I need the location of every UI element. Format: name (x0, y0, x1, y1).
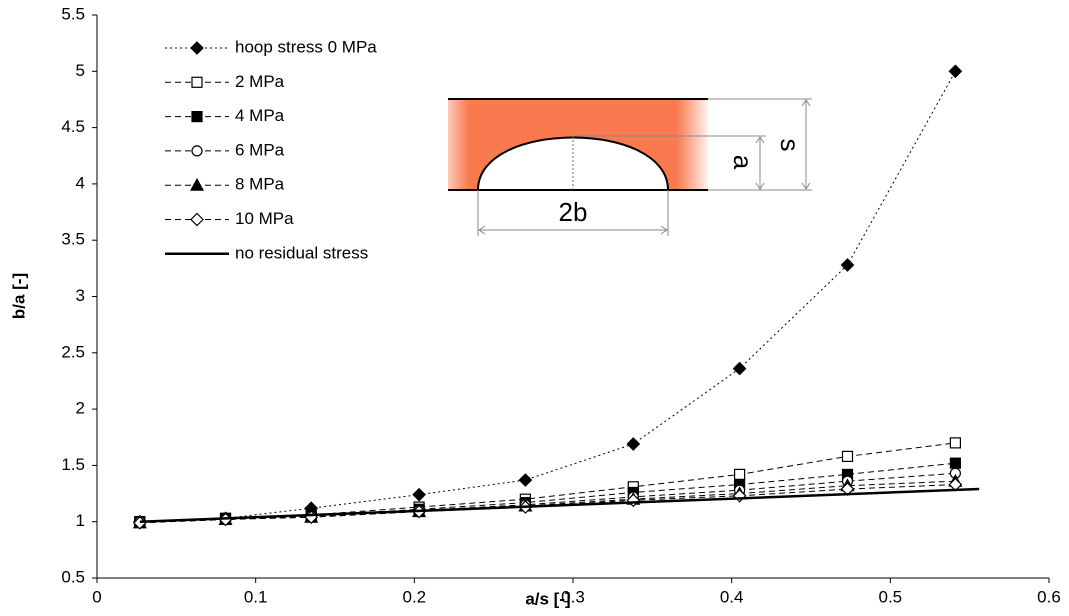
marker (949, 457, 961, 469)
y-tick-label: 3 (76, 286, 85, 305)
legend-marker (191, 76, 203, 88)
y-axis-title: b/a [-] (9, 273, 28, 319)
inset-label: s (775, 139, 805, 152)
legend-marker (190, 212, 204, 227)
inset-label: 2b (559, 197, 588, 227)
marker (840, 258, 855, 272)
legend-marker (191, 145, 203, 157)
series-line (139, 472, 956, 523)
y-tick-label: 5.5 (61, 4, 85, 23)
marker (949, 437, 961, 449)
marker (732, 361, 747, 376)
y-tick-label: 1 (76, 511, 85, 530)
legend-label: hoop stress 0 MPa (235, 37, 377, 56)
marker (626, 437, 641, 451)
x-tick-label: 0.4 (720, 587, 744, 606)
legend-entry: 4 MPa (165, 106, 285, 125)
legend-entry: 2 MPa (165, 72, 285, 91)
legend-entry: 10 MPa (165, 209, 294, 228)
legend-label: 10 MPa (235, 209, 294, 228)
marker (518, 473, 533, 487)
marker (948, 64, 963, 79)
y-tick-label: 5 (76, 61, 85, 80)
legend-label: 2 MPa (235, 72, 285, 91)
y-tick-label: 4.5 (61, 117, 85, 136)
inset-dimensions (477, 98, 812, 236)
x-tick-label: 0.2 (403, 587, 427, 606)
legend-marker (191, 110, 203, 123)
legend-entry: hoop stress 0 MPa (165, 37, 377, 56)
legend-label: 4 MPa (235, 106, 285, 125)
legend-entry: 8 MPa (165, 175, 285, 194)
y-tick-label: 3.5 (61, 230, 85, 249)
marker (733, 468, 746, 481)
marker (412, 487, 426, 502)
x-tick-label: 0.6 (1037, 587, 1061, 606)
y-tick-label: 2.5 (61, 342, 85, 361)
x-tick-label: 0.5 (879, 587, 903, 606)
x-tick-label: 0.3 (561, 587, 585, 606)
x-tick-label: 0 (92, 587, 101, 606)
series-line (139, 462, 956, 523)
legend-marker (189, 177, 205, 191)
legend-entry: 6 MPa (165, 140, 285, 159)
legend-label: 6 MPa (235, 140, 285, 159)
y-tick-label: 4 (76, 173, 85, 192)
x-tick-label: 0.1 (244, 587, 268, 606)
series-line (139, 71, 956, 523)
inset-crack (476, 136, 670, 191)
marker (841, 450, 854, 462)
legend-label: 8 MPa (235, 175, 285, 194)
legend-entry: no residual stress (165, 243, 368, 262)
legend-marker (190, 41, 204, 55)
inset-label: a (728, 155, 758, 170)
legend-label: no residual stress (235, 243, 368, 262)
x-axis-title: a/s [-] (525, 589, 570, 608)
inset-diagram: 2b a s (448, 98, 812, 236)
y-tick-label: 1.5 (61, 455, 85, 474)
y-tick-label: 0.5 (61, 567, 85, 586)
series-line (139, 487, 980, 523)
y-tick-label: 2 (76, 399, 85, 418)
